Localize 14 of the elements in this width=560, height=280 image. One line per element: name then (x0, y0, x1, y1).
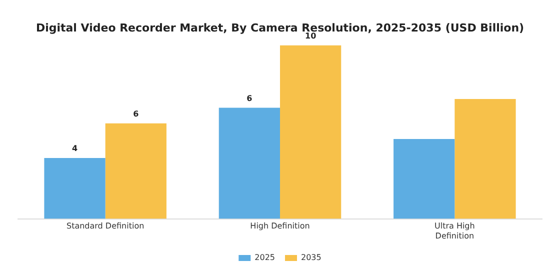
bar (280, 45, 342, 219)
data-label: 4 (72, 144, 78, 154)
bar (454, 99, 516, 219)
bar (394, 138, 455, 219)
x-tick-label: High Definition (250, 222, 310, 231)
data-label: 6 (246, 94, 253, 103)
bar (44, 158, 106, 219)
x-tick-label: Standard Definition (66, 222, 144, 231)
legend-label: 2035 (301, 253, 322, 262)
x-tick-label: Ultra High Definition (434, 222, 475, 240)
bar (105, 123, 166, 219)
data-label: 6 (133, 109, 140, 118)
bar (218, 108, 280, 219)
legend-label: 2025 (254, 253, 275, 262)
